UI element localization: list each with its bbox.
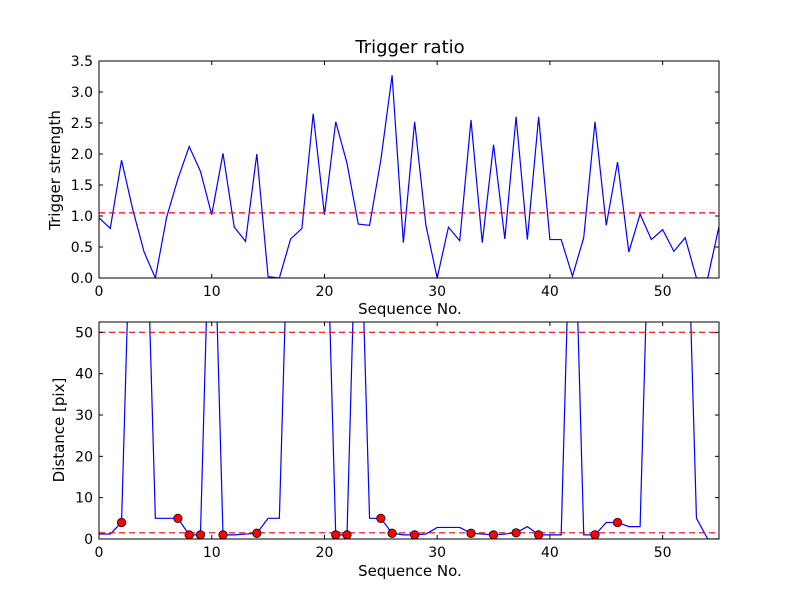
x-tick-label: 10	[203, 545, 221, 561]
panel-trigger-ratio: Trigger ratio 0 10 20 30 40 50 0.0 0.5 1.0 1.5 2.…	[46, 37, 720, 318]
y-tick-label: 30	[75, 408, 93, 424]
x-tick-label: 0	[95, 284, 104, 300]
data-marker	[376, 513, 386, 523]
plot-frame-top	[98, 60, 720, 279]
x-tick-label: 50	[654, 545, 672, 561]
distance-markers	[116, 513, 623, 540]
data-marker	[342, 530, 352, 540]
data-marker	[331, 530, 341, 540]
y-tick-label: 1.5	[71, 178, 93, 194]
x-axis-top: 0 10 20 30 40 50	[95, 61, 672, 300]
x-tick-label: 40	[541, 284, 559, 300]
data-marker	[590, 530, 600, 540]
plot-frame-bottom	[98, 321, 720, 540]
panel-distance: 0 10 20 30 40 50 0 10 20 30 40 50 Sequence No. Dis…	[50, 321, 720, 580]
data-marker	[173, 513, 183, 523]
y-tick-label: 0.5	[71, 240, 93, 256]
y-tick-label: 50	[75, 325, 93, 341]
x-tick-label: 20	[316, 545, 334, 561]
y-axis-label-top: Trigger strength	[46, 110, 64, 231]
y-axis-top: 0.0 0.5 1.0 1.5 2.0 2.5 3.0 3.5	[71, 54, 719, 287]
y-axis-label-bottom: Distance [pix]	[50, 378, 68, 483]
y-tick-label: 10	[75, 491, 93, 507]
y-tick-label: 3.5	[71, 54, 93, 70]
data-marker	[511, 528, 521, 538]
data-marker	[534, 530, 544, 540]
y-tick-label: 2.5	[71, 116, 93, 132]
data-marker	[488, 530, 499, 540]
data-marker	[184, 530, 194, 540]
x-tick-label: 10	[203, 284, 221, 300]
y-tick-label: 3.0	[71, 85, 93, 101]
y-axis-bottom: 0 10 20 30 40 50	[75, 325, 719, 548]
x-axis-label-bottom: Sequence No.	[358, 562, 462, 580]
y-tick-label: 20	[75, 449, 93, 465]
x-tick-label: 20	[316, 284, 334, 300]
series-line	[99, 75, 719, 278]
trigger-series	[99, 75, 719, 278]
y-tick-label: 40	[75, 367, 93, 383]
data-marker	[116, 517, 127, 528]
y-tick-label: 1.0	[71, 209, 93, 225]
x-tick-label: 0	[95, 545, 104, 561]
y-tick-label: 2.0	[71, 147, 93, 163]
x-tick-label: 30	[428, 545, 446, 561]
data-marker	[410, 530, 420, 540]
x-tick-label: 30	[428, 284, 446, 300]
data-marker	[387, 528, 397, 538]
x-axis-bottom: 0 10 20 30 40 50	[95, 322, 672, 561]
data-marker	[612, 517, 623, 528]
x-tick-label: 40	[541, 545, 559, 561]
data-marker	[252, 528, 262, 538]
data-marker	[466, 528, 476, 538]
x-axis-label-top: Sequence No.	[358, 300, 462, 318]
y-tick-label: 0.0	[71, 271, 93, 287]
data-marker	[195, 530, 206, 540]
x-tick-label: 50	[654, 284, 672, 300]
chart-title: Trigger ratio	[354, 37, 464, 58]
y-tick-label: 0	[84, 532, 93, 548]
data-marker	[218, 530, 228, 540]
